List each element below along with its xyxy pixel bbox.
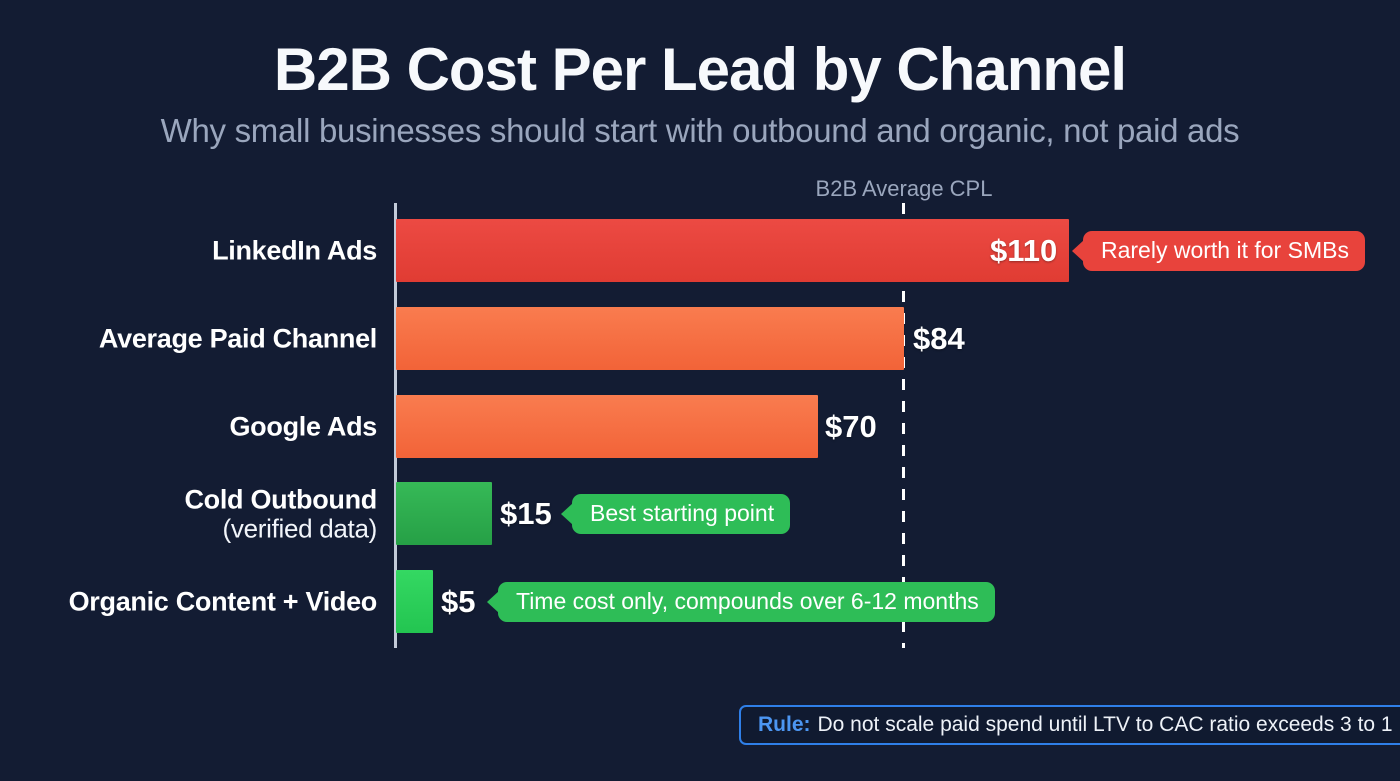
y-axis-line: [394, 203, 397, 648]
callout-organic-content-video: Time cost only, compounds over 6-12 mont…: [498, 581, 995, 622]
bar-google-ads: [396, 395, 818, 458]
callout-text: Best starting point: [590, 500, 775, 526]
page-title: B2B Cost Per Lead by Channel: [273, 36, 1127, 103]
bar-row: Organic Content + Video $5 Time cost onl…: [0, 570, 1400, 633]
bar-average-paid-channel: [396, 307, 904, 370]
category-label-sub: (verified data): [222, 513, 378, 544]
page-subtitle: Why small businesses should start with o…: [160, 112, 1240, 149]
category-label: Cold Outbound (verified data): [0, 483, 378, 544]
category-label-main: Cold Outbound: [184, 483, 377, 514]
bar-row: LinkedIn Ads $110 Rarely worth it for SM…: [0, 219, 1400, 282]
category-label: LinkedIn Ads: [0, 234, 377, 265]
callout-linkedin-ads: Rarely worth it for SMBs: [1083, 230, 1365, 271]
callout-text: Rarely worth it for SMBs: [1101, 237, 1349, 263]
bar-organic-content-video: [396, 570, 433, 633]
category-label: Organic Content + Video: [0, 585, 378, 616]
category-label: Average Paid Channel: [0, 322, 377, 353]
bar-value-label: $84: [913, 320, 965, 356]
bar-value-label: $15: [500, 495, 552, 531]
rule-label: Rule:: [758, 713, 811, 736]
category-label-main: Organic Content + Video: [68, 585, 378, 616]
reference-line-label: B2B Average CPL: [815, 176, 993, 201]
category-label: Google Ads: [0, 410, 377, 441]
bar-value-label: $70: [825, 408, 877, 444]
bar-row: Average Paid Channel $84: [0, 307, 1400, 370]
bar-value-label: $5: [441, 583, 476, 619]
callout-cold-outbound: Best starting point: [572, 493, 791, 534]
callout-text: Time cost only, compounds over 6-12 mont…: [516, 588, 979, 614]
rule-callout-box: Rule: Do not scale paid spend until LTV …: [739, 705, 1400, 745]
rule-text: Do not scale paid spend until LTV to CAC…: [817, 713, 1393, 736]
bar-row: Cold Outbound (verified data) $15 Best s…: [0, 482, 1400, 545]
reference-line: [902, 203, 905, 648]
bar-row: Google Ads $70: [0, 395, 1400, 458]
bar-cold-outbound: [396, 482, 492, 545]
bar-value-label: $110: [990, 232, 1058, 268]
bar-linkedin-ads: [396, 219, 1069, 282]
category-label-main: Google Ads: [229, 410, 377, 441]
category-label-main: Average Paid Channel: [98, 322, 377, 353]
category-label-main: LinkedIn Ads: [212, 234, 377, 265]
